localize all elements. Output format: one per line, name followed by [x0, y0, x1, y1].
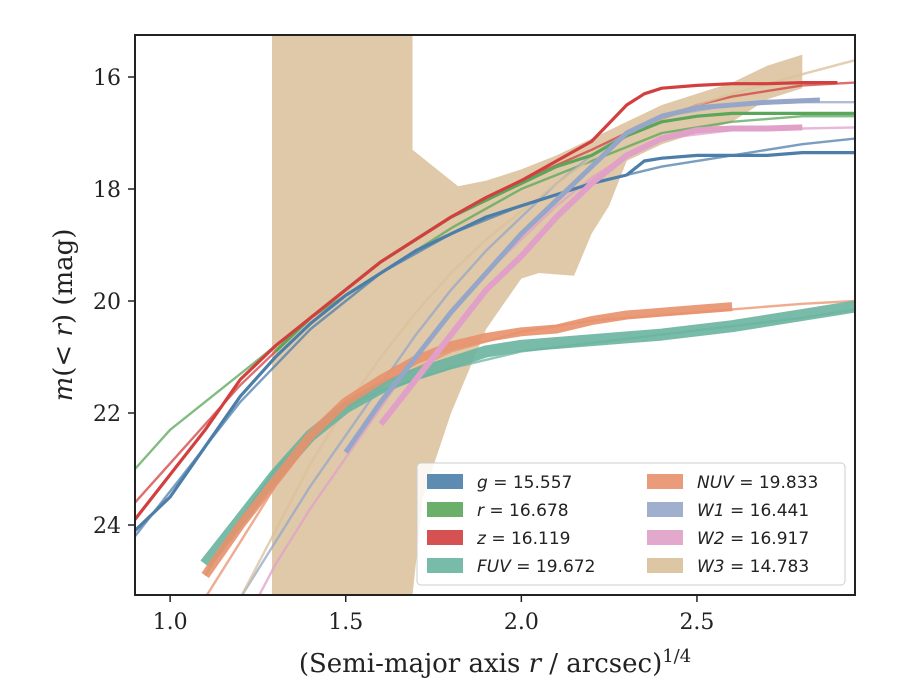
legend-swatch: [647, 530, 683, 545]
data-line-g: [135, 151, 855, 532]
x-tick-label: 1.0: [153, 610, 188, 635]
legend-label: g = 15.557: [477, 473, 572, 493]
legend-item: z = 16.119: [427, 529, 570, 549]
model-line-w3: [240, 59, 855, 595]
legend-item: W3 = 14.783: [647, 557, 809, 577]
legend-item: NUV = 19.833: [647, 473, 818, 493]
legend-swatch: [427, 474, 463, 489]
data-line-w2: [378, 124, 803, 427]
data-line-w1: [343, 97, 821, 454]
legend-swatch: [427, 558, 463, 573]
model-line-g: [135, 137, 855, 537]
model-line-w1: [240, 101, 855, 595]
model-line-r: [135, 115, 855, 470]
y-tick-label: 16: [93, 66, 121, 91]
legend-label: z = 16.119: [476, 529, 570, 549]
x-tick-label: 2.5: [679, 610, 714, 635]
legend-item: g = 15.557: [427, 473, 572, 493]
y-axis-title: m(< r) (mag): [49, 229, 79, 402]
legend-label: W2 = 16.917: [697, 529, 809, 549]
data-line-z: [135, 81, 838, 521]
y-tick-label: 24: [93, 514, 121, 539]
x-tick-label: 2.0: [504, 610, 539, 635]
x-axis-title: (Semi-major axis r / arcsec)1/4: [299, 646, 691, 679]
axes: 1.0 1.5 2.0 2.5 16 18 20 22 24: [93, 34, 856, 635]
data-line-nuv: [201, 302, 733, 578]
legend-item: W2 = 16.917: [647, 529, 809, 549]
legend-item: FUV = 19.672: [427, 557, 595, 577]
x-tick-label: 1.5: [328, 610, 363, 635]
legend-label: FUV = 19.672: [477, 557, 595, 577]
y-tick-label: 18: [93, 178, 121, 203]
y-tick-label: 22: [93, 402, 121, 427]
band-w3: [272, 35, 803, 595]
legend-swatch: [647, 474, 683, 489]
legend-label: W1 = 16.441: [697, 501, 809, 521]
legend-label: NUV = 19.833: [697, 473, 818, 493]
legend-label: W3 = 14.783: [697, 557, 809, 577]
legend-box: [416, 462, 846, 586]
legend-label: r = 16.678: [477, 501, 569, 521]
uncertainty-bands: [272, 35, 803, 595]
legend-swatch: [427, 530, 463, 545]
legend: g = 15.557 r = 16.678 z = 16.119 FUV = 19.6…: [416, 462, 846, 586]
legend-item: r = 16.678: [427, 501, 569, 521]
legend-item: W1 = 16.441: [647, 501, 809, 521]
legend-swatch: [647, 558, 683, 573]
y-tick-label: 20: [93, 290, 121, 315]
plot-frame: [134, 34, 856, 596]
data-series: [135, 59, 855, 595]
legend-swatch: [647, 502, 683, 517]
legend-swatch: [427, 502, 463, 517]
